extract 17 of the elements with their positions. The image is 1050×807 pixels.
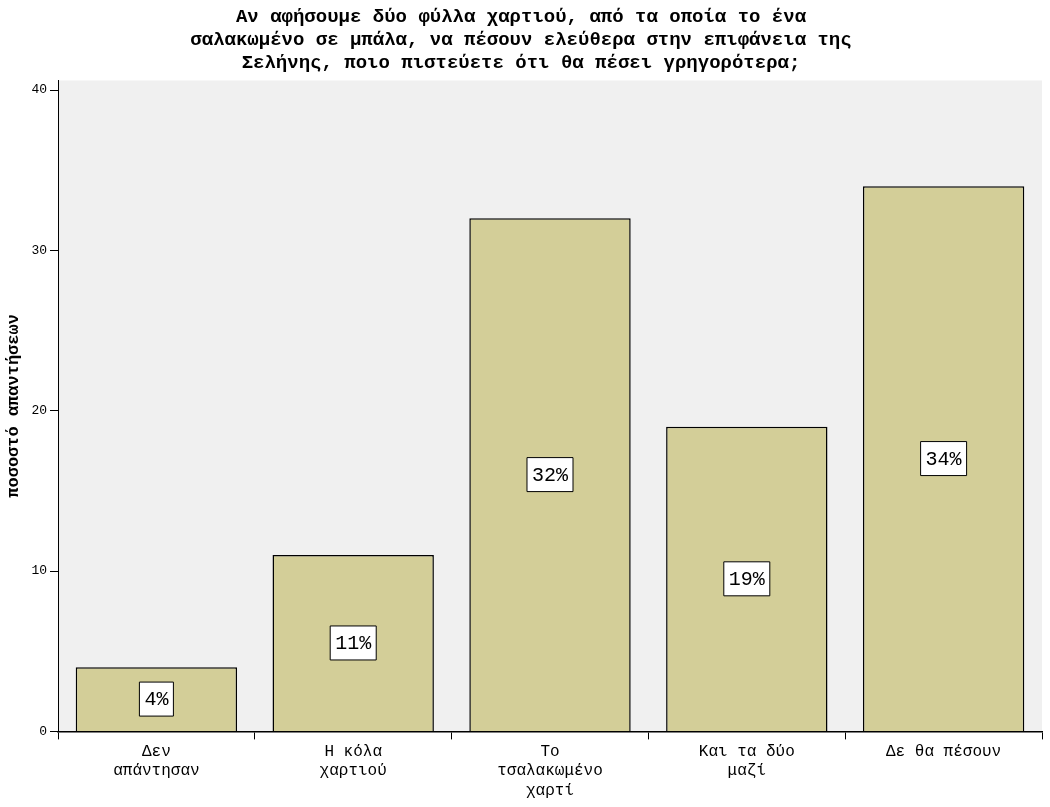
x-tick-label: Δεν απάντησαν <box>113 743 200 781</box>
chart-title: Αν αφήσουμε δύο φύλλα χαρτιού, από τα οποία το ένα σαλακωμένο σε μπάλα, να πέσουν ελεύθερα στην επιφάνεια της Σελήνης, ποιο πιστεύετε ότι θα πέσει γρηγορότερα; <box>190 6 852 74</box>
y-axis-title: ποσοστό απαντήσεων <box>4 314 24 498</box>
y-tick-label: 20 <box>31 403 47 419</box>
y-tick-label: 10 <box>31 563 47 579</box>
data-label: 32% <box>531 463 569 487</box>
x-tick-label: Και τα δύο μαζί <box>698 743 795 781</box>
y-tick-label: 40 <box>31 82 47 98</box>
x-tick-label: Δε θα πέσουν <box>885 743 1002 762</box>
data-label: 11% <box>335 632 373 656</box>
data-label: 4% <box>144 688 170 712</box>
y-tick-label: 30 <box>31 242 47 258</box>
x-tick-label: Η κόλα χαρτιού <box>319 743 387 781</box>
data-label: 19% <box>728 568 766 592</box>
y-tick-label: 0 <box>39 723 47 739</box>
x-tick-label: Το τσαλακωμένο χαρτί <box>497 743 603 800</box>
data-label: 34% <box>925 447 963 471</box>
